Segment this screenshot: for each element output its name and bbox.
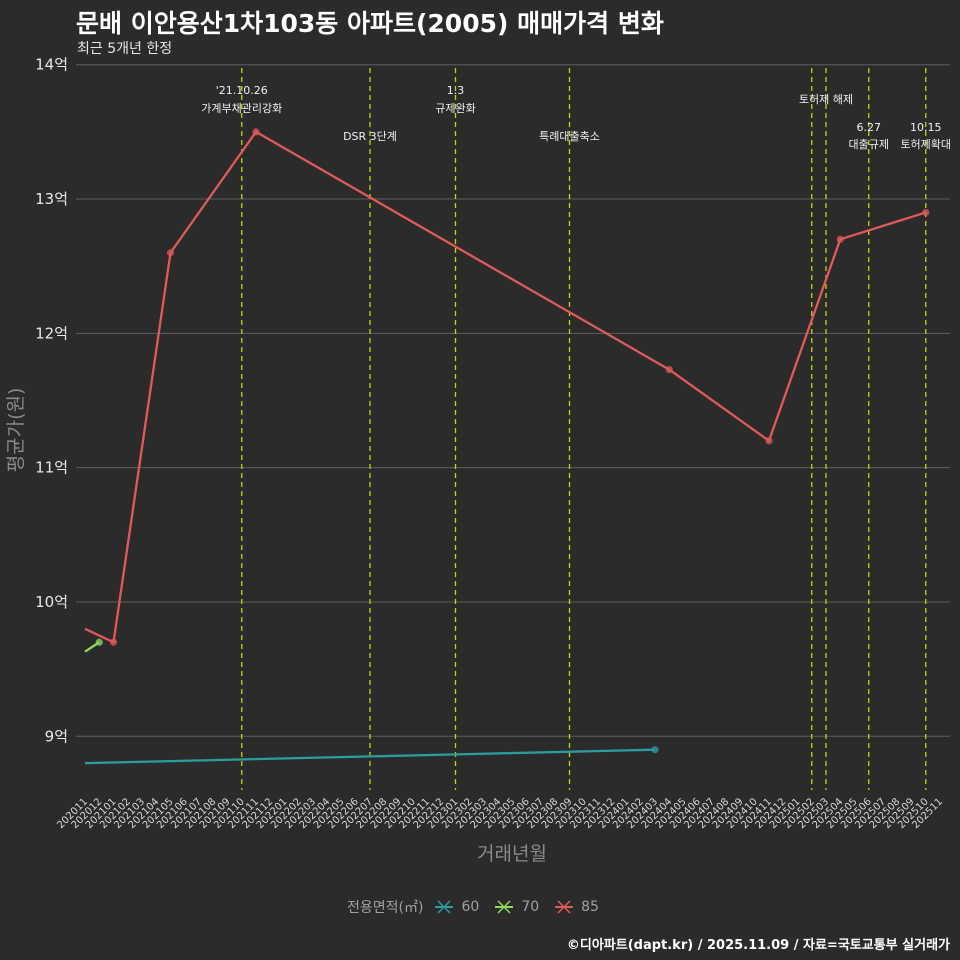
data-point-85	[166, 249, 175, 257]
y-tick-label: 12억	[35, 324, 68, 342]
source-caption: ©디아파트(dapt.kr) / 2025.11.09 / 자료=국토교통부 실…	[566, 938, 950, 953]
event-annotation-text: 특례대출축소	[539, 130, 600, 143]
data-point-70	[95, 638, 103, 646]
y-axis-ticks: 9억 10억 11억 12억 13억 14억	[35, 56, 68, 746]
event-annotation-text: 대출규제	[849, 138, 889, 151]
legend-label-70: 70	[521, 899, 540, 915]
y-tick-label: 11억	[35, 459, 68, 477]
legend-label-85: 85	[581, 899, 599, 915]
y-tick-label: 14억	[35, 56, 68, 74]
event-annotation-text: 6.27	[857, 121, 882, 134]
legend-key-70-icon	[495, 900, 514, 914]
data-point-85	[922, 208, 930, 217]
y-axis-label: 평균가(원)	[5, 388, 27, 473]
series-line-85	[84, 130, 927, 644]
event-annotation-text: '21.10.26	[216, 84, 268, 97]
event-annotation-text: 토허제 해제	[799, 92, 853, 106]
legend-item-60: 60	[433, 899, 479, 915]
data-point-60	[651, 746, 659, 754]
event-annotation-text: 10.15	[910, 121, 942, 134]
y-tick-label: 13억	[35, 190, 68, 208]
series-line-60	[84, 748, 656, 765]
data-point-85	[252, 128, 260, 136]
x-axis-label: 거래년월	[477, 843, 547, 865]
event-annotation-text: 1.3	[447, 84, 465, 97]
legend-key-85-icon	[555, 900, 574, 914]
legend-label-60: 60	[461, 899, 480, 915]
chart-title: 문배 이안용산1차103동 아파트(2005) 매매가격 변화	[76, 9, 664, 38]
data-point-85	[109, 638, 118, 646]
data-series	[84, 128, 930, 765]
data-point-85	[765, 437, 773, 445]
legend-key-60-icon	[435, 900, 454, 914]
legend-title: 전용면적(㎡)	[347, 900, 424, 916]
event-lines	[241, 68, 927, 790]
legend-item-85: 85	[553, 899, 599, 915]
chart-subtitle: 최근 5개년 한정	[77, 41, 173, 57]
x-axis-ticks: 2020112020122021012021022021032021042021…	[55, 796, 945, 831]
grid-lines	[76, 64, 950, 737]
y-tick-label: 10억	[35, 593, 68, 611]
event-annotation-text: 토허제확대	[900, 138, 951, 151]
legend: 전용면적(㎡) 60 70 85	[0, 896, 960, 918]
data-point-85	[836, 235, 844, 243]
event-annotation-text: DSR 3단계	[343, 130, 397, 143]
y-tick-label: 9억	[45, 727, 68, 745]
legend-item-70: 70	[493, 899, 539, 915]
event-annotation-text: 규제완화	[435, 102, 475, 115]
data-point-85	[665, 366, 673, 374]
event-annotation-text: 가계부채관리강화	[201, 102, 282, 115]
